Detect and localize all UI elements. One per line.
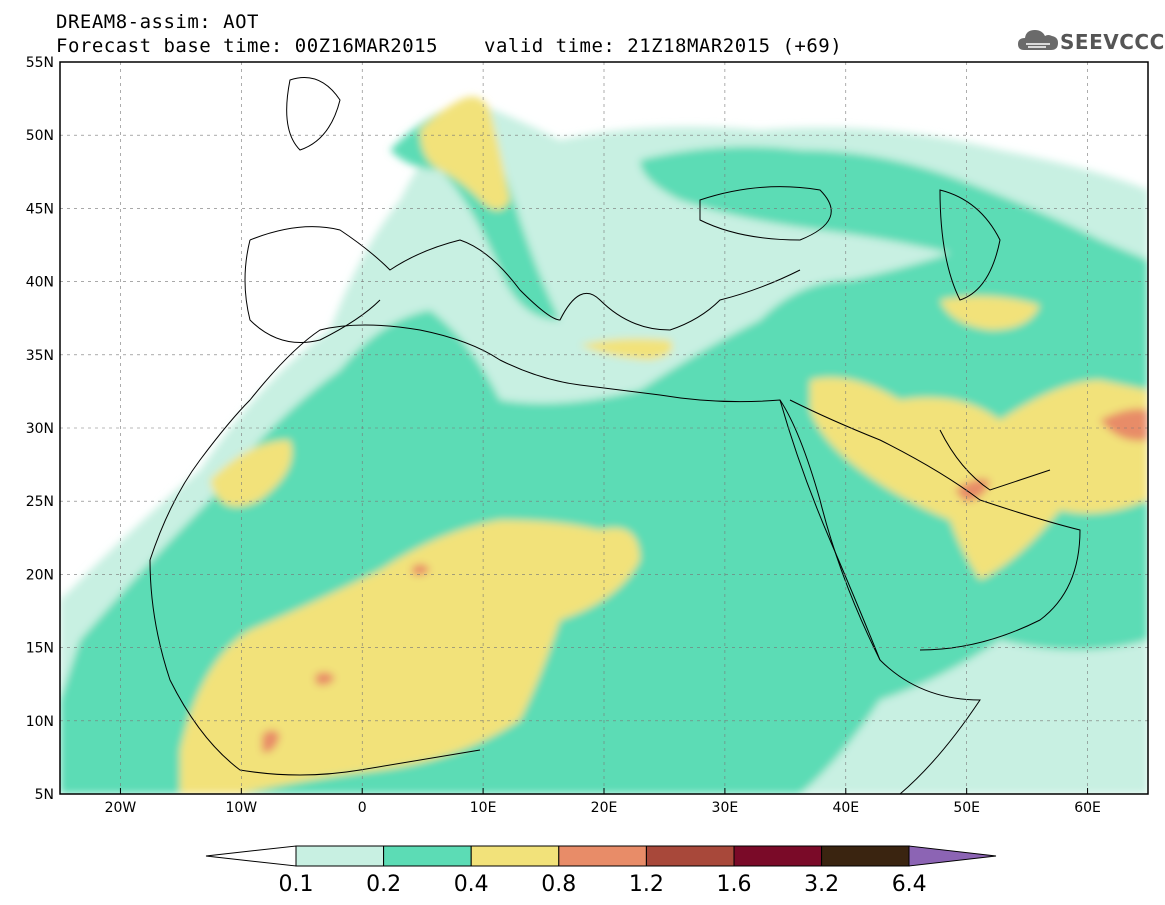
- lon-label: 20E: [591, 800, 618, 816]
- colorbar-label: 0.2: [366, 872, 402, 897]
- colorbar-swatch: [733, 845, 823, 867]
- lat-label: 10N: [26, 714, 54, 730]
- lon-label: 0: [358, 800, 367, 816]
- black-sea-coastline: [699, 186, 832, 241]
- valid-time: valid time: 21Z18MAR2015 (+69): [484, 35, 843, 57]
- aot-region-very-high-5: [412, 564, 430, 576]
- lon-label: 60E: [1074, 800, 1101, 816]
- coastlines: [149, 77, 1081, 794]
- colorbar-swatch: [821, 845, 910, 867]
- map-title: DREAM8-assim: AOT: [56, 11, 259, 33]
- aot-region-very-high-1: [1100, 408, 1148, 441]
- lon-label: 10W: [225, 800, 257, 816]
- lat-label: 5N: [35, 787, 54, 803]
- aot-region-high-caspian: [940, 296, 1040, 330]
- colorbar-label: 6.4: [891, 872, 927, 897]
- west-africa-coastline: [149, 559, 481, 776]
- colorbar-swatch: [645, 845, 735, 867]
- colorbar-swatch: [295, 845, 385, 867]
- colorbar-right-arrow: [908, 845, 997, 867]
- lon-label: 20W: [105, 800, 137, 816]
- lat-label: 15N: [26, 641, 54, 657]
- europe-coastline: [249, 226, 801, 331]
- lat-label: 30N: [26, 421, 54, 437]
- lat-label: 55N: [26, 55, 54, 71]
- africa-coastline: [149, 324, 981, 794]
- lat-label: 25N: [26, 494, 54, 510]
- colorbar-left-arrow: [205, 845, 297, 867]
- colorbar-swatch: [470, 845, 560, 867]
- aot-region-very-high-3: [262, 730, 280, 753]
- red-sea-coastline: [779, 399, 881, 661]
- uk-coastline: [286, 77, 341, 151]
- aot-region-very-high-4: [315, 672, 335, 686]
- axis-ticks: 55N 50N 45N 40N 35N 30N 25N 20N 15N 10N 5N 20W 10W 0 1…: [26, 55, 1101, 816]
- lon-label: 40E: [832, 800, 859, 816]
- arabia-coastline: [789, 399, 1081, 651]
- colorbar-label: 0.4: [453, 872, 489, 897]
- caspian-sea-coastline: [939, 189, 1001, 301]
- aot-region-high-alps: [420, 96, 510, 210]
- lon-label: 10E: [470, 800, 497, 816]
- logo-text: SEEVCCC: [1060, 30, 1165, 54]
- persian-gulf-coastline: [939, 429, 1051, 491]
- aot-region-high-sahara-west: [210, 440, 292, 507]
- lon-label: 30E: [712, 800, 739, 816]
- colorbar-swatch: [383, 845, 472, 867]
- aot-region-medium-east: [640, 146, 1148, 300]
- colorbar-label: 0.8: [541, 872, 577, 897]
- forecast-base-time: Forecast base time: 00Z16MAR2015: [56, 35, 439, 57]
- colorbar-label: 1.6: [716, 872, 752, 897]
- colorbar: [205, 845, 997, 867]
- lat-label: 40N: [26, 275, 54, 291]
- colorbar-label: 3.2: [804, 872, 840, 897]
- colorbar-label: 0.1: [278, 872, 314, 897]
- lat-label: 50N: [26, 128, 54, 144]
- graticule: [60, 62, 1148, 794]
- cloud-logo-icon: [1018, 30, 1058, 50]
- lat-label: 20N: [26, 567, 54, 583]
- colorbar-swatch: [558, 845, 647, 867]
- lon-label: 50E: [953, 800, 980, 816]
- colorbar-label: 1.2: [628, 872, 664, 897]
- aot-region-very-high-2: [955, 478, 990, 502]
- aot-region-high-west-africa: [180, 520, 640, 794]
- lat-label: 35N: [26, 348, 54, 364]
- iberia-coastline: [244, 239, 381, 343]
- aot-field: [60, 62, 1148, 794]
- lat-label: 45N: [26, 201, 54, 217]
